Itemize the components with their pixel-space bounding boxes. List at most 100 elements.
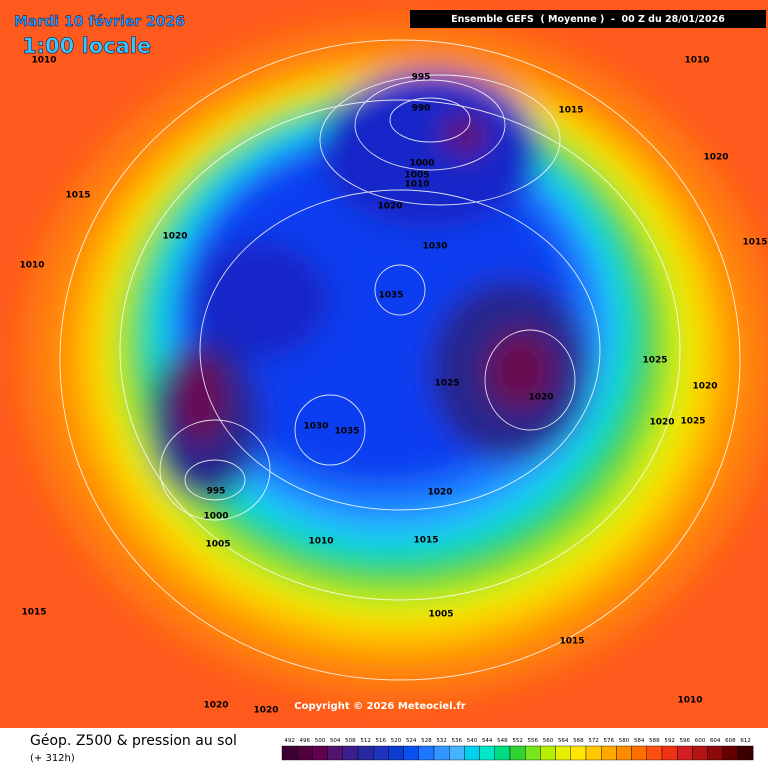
colorbar-cell <box>570 745 587 761</box>
isobar-label: 1020 <box>427 488 452 498</box>
local-time: 1:00 locale <box>22 34 151 58</box>
colorbar-cell <box>357 745 374 761</box>
colorbar-label: 524 <box>406 738 417 744</box>
isobars <box>59 39 741 681</box>
model-info: Ensemble GEFS ( Moyenne ) - 00 Z du 28/0… <box>451 14 725 25</box>
colorbar-label: 600 <box>695 738 706 744</box>
colorbar-cell <box>327 745 344 761</box>
isobar-label: 1030 <box>303 422 328 432</box>
colorbar-label: 492 <box>284 738 295 744</box>
colorbar-label: 540 <box>467 738 478 744</box>
copyright: Copyright © 2026 Meteociel.fr <box>294 701 465 712</box>
colorbar-cell <box>540 745 556 761</box>
model-box <box>410 10 766 28</box>
isobar-label: 1010 <box>404 180 429 190</box>
colorbar-label: 532 <box>436 738 447 744</box>
colorbar-label: 604 <box>710 738 721 744</box>
colorbar-label: 556 <box>528 738 539 744</box>
isobar-label: 1025 <box>434 379 459 389</box>
colorbar-label: 552 <box>512 738 523 744</box>
colorbar-label: 520 <box>391 738 402 744</box>
isobar-label: 995 <box>207 487 226 497</box>
isobar-label: 1015 <box>558 106 583 116</box>
colorbar-label: 568 <box>573 738 584 744</box>
colorbar-label: 612 <box>740 738 751 744</box>
date: Mardi 10 février 2026 <box>14 14 185 30</box>
isobar-label: 1020 <box>253 706 278 716</box>
colorbar-cell <box>281 745 298 761</box>
isobar-label: 1005 <box>404 171 429 181</box>
colorbar-label: 528 <box>421 738 432 744</box>
colorbar-cell <box>616 745 632 761</box>
colorbar-cell <box>509 745 526 761</box>
isobar-label: 995 <box>412 73 431 83</box>
colorbar-cell <box>342 745 359 761</box>
isobar-label: 1035 <box>378 291 403 301</box>
colorbar-cell <box>631 745 647 761</box>
colorbar-label: 576 <box>604 738 615 744</box>
colorbar-label: 572 <box>588 738 599 744</box>
isobar-label: 1020 <box>528 393 553 403</box>
isobar-label: 1015 <box>559 637 584 647</box>
colorbar-label: 588 <box>649 738 660 744</box>
isobar-label: 1020 <box>692 382 717 392</box>
colorbar-label: 584 <box>634 738 645 744</box>
colorbar-cell <box>418 745 435 761</box>
lead-time: (+ 312h) <box>30 753 75 764</box>
isobar-label: 1005 <box>428 610 453 620</box>
colorbar-cell <box>449 745 465 761</box>
isobar-label: 1015 <box>21 608 46 618</box>
isobar-label: 1000 <box>409 159 434 169</box>
isobar-label: 1010 <box>308 537 333 547</box>
colorbar-label: 500 <box>315 738 326 744</box>
isobar-label: 1010 <box>684 56 709 66</box>
colorbar-cell <box>646 745 663 761</box>
isobar-label: 1030 <box>422 242 447 252</box>
colorbar-label: 596 <box>680 738 691 744</box>
isobar-label: 1005 <box>205 540 230 550</box>
isobar-label: 990 <box>412 104 431 114</box>
colorbar-cell <box>433 745 450 761</box>
isobar-label: 1025 <box>642 356 667 366</box>
colorbar-cell <box>494 745 511 761</box>
isobar-label: 1020 <box>649 418 674 428</box>
colorbar-label: 544 <box>482 738 493 744</box>
colorbar-label: 564 <box>558 738 569 744</box>
colorbar-cell <box>312 745 328 761</box>
colorbar-cell <box>555 745 571 761</box>
colorbar-label: 580 <box>619 738 630 744</box>
colorbar-cell <box>464 745 480 761</box>
isobar-label: 1010 <box>19 261 44 271</box>
colorbar-cell <box>297 745 313 761</box>
isobar-label: 1015 <box>742 238 767 248</box>
isobar-label: 1020 <box>162 232 187 242</box>
isobar-label: 1025 <box>680 417 705 427</box>
colorbar-cell <box>661 745 678 761</box>
colorbar-cell <box>722 745 739 761</box>
isobar-label: 1015 <box>65 191 90 201</box>
colorbar: 492 496 500 504 508 512 516 520 524 528 532 536 540 5… <box>281 738 754 761</box>
colorbar-label: 592 <box>664 738 675 744</box>
footer-title: Géop. Z500 & pression au sol <box>30 733 237 749</box>
colorbar-cell <box>479 745 496 761</box>
colorbar-label: 516 <box>376 738 387 744</box>
colorbar-cell <box>373 745 389 761</box>
isobar-label: 1020 <box>703 153 728 163</box>
isobar-label: 1020 <box>377 202 402 212</box>
colorbar-label: 504 <box>330 738 341 744</box>
colorbar-cell <box>677 745 693 761</box>
colorbar-label: 536 <box>452 738 463 744</box>
isobar-label: 1015 <box>413 536 438 546</box>
colorbar-label: 512 <box>360 738 371 744</box>
colorbar-cell <box>692 745 708 761</box>
isobar-label: 1000 <box>203 512 228 522</box>
isobar-label: 1020 <box>203 701 228 711</box>
colorbar-cell <box>403 745 420 761</box>
colorbar-label: 508 <box>345 738 356 744</box>
colorbar-label: 548 <box>497 738 508 744</box>
colorbar-cell <box>707 745 723 761</box>
colorbar-label: 608 <box>725 738 736 744</box>
colorbar-cell <box>737 745 754 761</box>
